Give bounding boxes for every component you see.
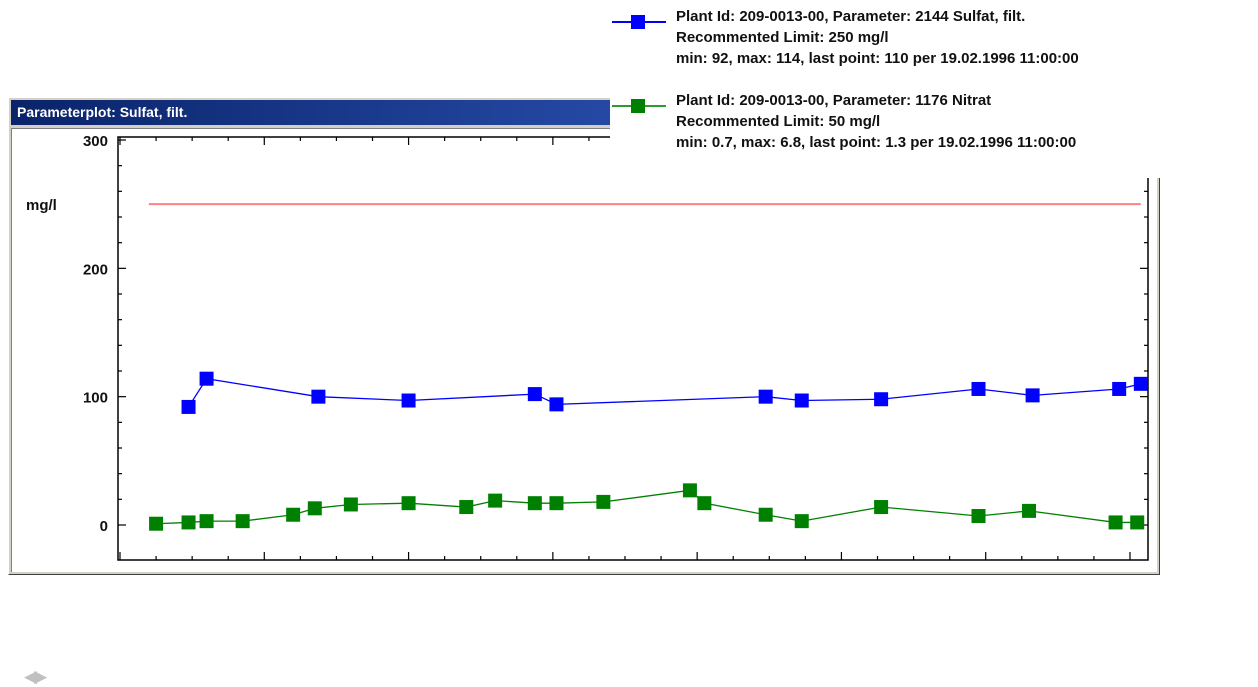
data-point [682, 483, 697, 498]
legend-marker-icon [610, 14, 668, 29]
data-point [697, 496, 712, 511]
data-point [1130, 515, 1145, 530]
plot-frame [117, 136, 1149, 561]
data-point [971, 509, 986, 524]
x-tick-label: 1992 [825, 572, 858, 575]
data-point [1108, 515, 1123, 530]
y-tick-label: 0 [100, 518, 108, 535]
x-tick-label: 1996 [1113, 572, 1146, 575]
legend-line-text: min: 92, max: 114, last point: 110 per 1… [676, 50, 1079, 67]
data-point [488, 493, 503, 508]
series-line [156, 489, 1138, 525]
data-point [527, 387, 542, 402]
legend-text: Plant Id: 209-0013-00, Parameter: 1176 N… [676, 90, 1076, 153]
data-point [527, 496, 542, 511]
data-point [199, 371, 214, 386]
data-point [549, 397, 564, 412]
x-tick-label: 1984 [248, 572, 282, 575]
data-point [874, 500, 889, 515]
data-point [343, 497, 358, 512]
data-point [1112, 381, 1127, 396]
legend: Plant Id: 209-0013-00, Parameter: 2144 S… [610, 6, 1258, 178]
legend-text: Plant Id: 209-0013-00, Parameter: 2144 S… [676, 6, 1079, 69]
data-point [181, 515, 196, 530]
legend-marker-icon [610, 98, 668, 113]
data-point [549, 496, 564, 511]
y-tick-label: 200 [83, 261, 108, 278]
data-point [1022, 503, 1036, 518]
x-tick-label: 1986 [392, 572, 425, 575]
data-point [794, 393, 809, 408]
scroll-arrows-icon[interactable]: ◀▶ [24, 667, 47, 686]
y-tick-label: 100 [83, 390, 108, 407]
x-tick-label: 1982 [103, 572, 136, 575]
data-point [401, 496, 416, 511]
data-point [758, 507, 773, 522]
legend-line-text: Plant Id: 209-0013-00, Parameter: 2144 S… [676, 8, 1026, 25]
y-tick-label: 300 [83, 133, 108, 150]
data-point [199, 514, 214, 529]
data-point [874, 392, 889, 407]
data-point [758, 389, 773, 404]
data-point [1025, 388, 1040, 403]
legend-line-text: Recommented Limit: 250 mg/l [676, 29, 889, 46]
legend-line-text: Plant Id: 209-0013-00, Parameter: 1176 N… [676, 92, 992, 109]
legend-line-text: min: 0.7, max: 6.8, last point: 1.3 per … [676, 134, 1077, 151]
legend-line-text: Recommented Limit: 50 mg/l [676, 113, 881, 130]
data-point [459, 500, 474, 515]
x-tick-label: 1990 [680, 572, 713, 575]
data-point [286, 507, 301, 522]
x-tick-label: 1994 [969, 572, 1003, 575]
data-point [794, 514, 809, 529]
data-point [971, 381, 986, 396]
chart: 0 100 200 300 mg/l 1982 1984 1986 1988 1990 1992 19… [26, 133, 1149, 575]
plot-panel: 0 100 200 300 mg/l 1982 1984 1986 1988 1990 1992 19… [11, 128, 1157, 686]
data-point [149, 516, 164, 531]
data-point [307, 501, 322, 516]
data-point [401, 393, 416, 408]
data-point [181, 399, 196, 414]
y-axis-label: mg/l [26, 197, 57, 214]
data-point [596, 494, 611, 509]
x-tick-label: 1988 [536, 572, 569, 575]
data-point [235, 514, 250, 529]
data-point [311, 389, 326, 404]
data-point [1133, 376, 1148, 391]
